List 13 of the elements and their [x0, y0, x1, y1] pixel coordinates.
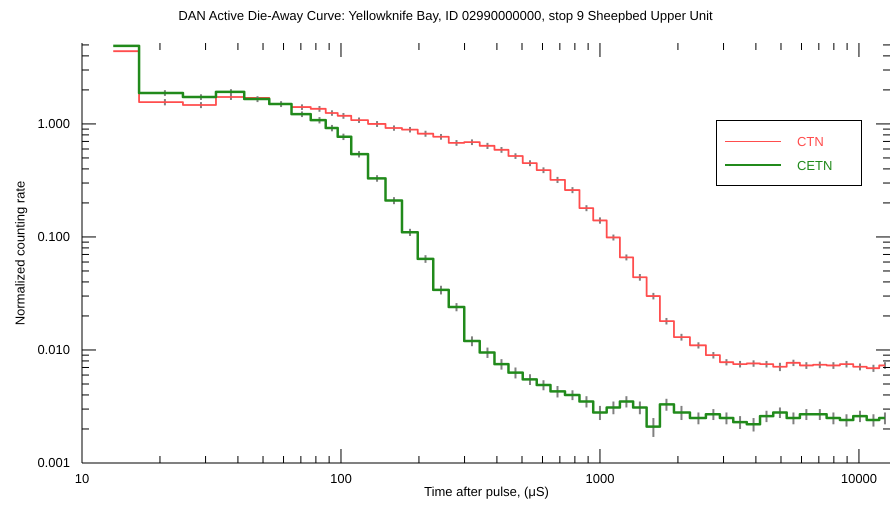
- x-tick-label: 100: [330, 471, 352, 486]
- y-tick-label: 0.001: [37, 455, 70, 470]
- y-tick-label: 0.010: [37, 342, 70, 357]
- x-tick-label: 10000: [840, 471, 878, 486]
- y-tick-label: 1.000: [37, 116, 70, 131]
- y-tick-label: 0.100: [37, 228, 70, 244]
- legend-label: CTN: [797, 134, 824, 148]
- legend-label: CETN: [797, 158, 832, 172]
- x-axis-title: Time after pulse, (μS): [424, 484, 549, 499]
- chart-title: DAN Active Die-Away Curve: Yellowknife Bay, ID 02990000000, stop 9 Sheepbed Upper Unit: [177, 8, 714, 23]
- x-tick-label: 1000: [586, 471, 614, 486]
- y-axis-title: Normalized counting rate: [12, 180, 28, 326]
- x-tick-label: 10: [74, 471, 90, 486]
